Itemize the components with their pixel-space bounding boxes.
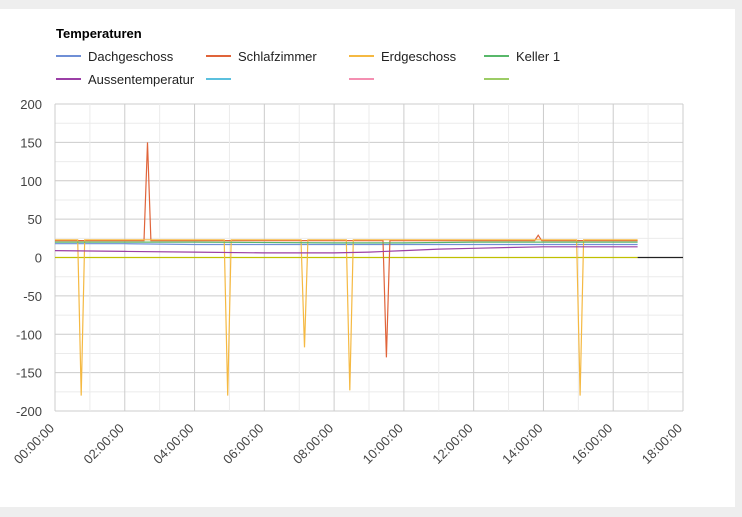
x-tick-label: 18:00:00 bbox=[639, 421, 685, 467]
x-tick-label: 12:00:00 bbox=[429, 421, 475, 467]
x-tick-label: 08:00:00 bbox=[290, 421, 336, 467]
x-tick-label: 06:00:00 bbox=[220, 421, 266, 467]
series-group bbox=[54, 142, 683, 396]
chart-card: Temperaturen Dachgeschoss Schlafzimmer Erd… bbox=[0, 9, 735, 507]
series-line-1 bbox=[55, 243, 638, 246]
temperature-chart: Temperaturen Dachgeschoss Schlafzimmer Erd… bbox=[11, 26, 685, 467]
y-tick-label: -150 bbox=[16, 366, 42, 381]
series-line-3 bbox=[55, 239, 638, 396]
y-tick-label: 200 bbox=[20, 97, 42, 112]
y-tick-label: 50 bbox=[28, 212, 42, 227]
y-tick-label: -200 bbox=[16, 404, 42, 419]
y-tick-label: 150 bbox=[20, 135, 42, 150]
chart-title: Temperaturen bbox=[56, 26, 142, 41]
legend-label: Aussentemperatur bbox=[88, 72, 195, 87]
x-tick-label: 14:00:00 bbox=[499, 421, 545, 467]
y-tick-label: -100 bbox=[16, 327, 42, 342]
x-tick-label: 10:00:00 bbox=[360, 421, 406, 467]
legend-label: Erdgeschoss bbox=[381, 49, 457, 64]
x-tick-label: 16:00:00 bbox=[569, 421, 615, 467]
legend-label: Dachgeschoss bbox=[88, 49, 174, 64]
x-tick-label: 00:00:00 bbox=[11, 421, 57, 467]
series-line-5 bbox=[54, 246, 638, 254]
y-tick-label: 100 bbox=[20, 174, 42, 189]
legend-label: Schlafzimmer bbox=[238, 49, 317, 64]
series-line-4 bbox=[55, 241, 638, 244]
y-tick-label: -50 bbox=[23, 289, 42, 304]
x-tick-label: 04:00:00 bbox=[150, 421, 196, 467]
series-line-2 bbox=[55, 142, 638, 358]
x-tick-label: 02:00:00 bbox=[81, 421, 127, 467]
y-tick-label: 0 bbox=[35, 251, 42, 266]
legend-label: Keller 1 bbox=[516, 49, 560, 64]
legend: Dachgeschoss Schlafzimmer Erdgeschoss Kelle… bbox=[56, 49, 560, 87]
